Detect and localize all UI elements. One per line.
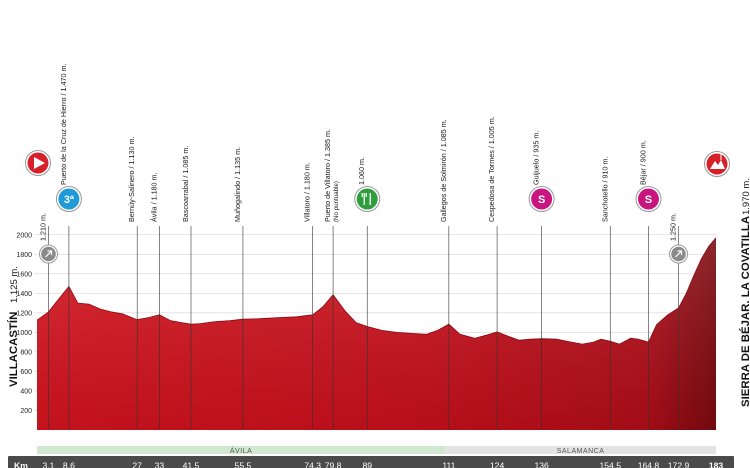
start-town-altitude: 1.125 m. [9, 266, 20, 303]
point-label: Muñogalindo / 1.135 m. [233, 147, 242, 222]
point-marker: Puerto de Villatoro / 1.385 m. (No puntua… [323, 129, 340, 430]
point-marker: 1.060 m. [354, 157, 381, 430]
km-marker-label: 154,5 [599, 461, 621, 468]
km-marker-label: 79,8 [325, 461, 342, 468]
point-marker: Cespedosa de Tormes / 1.005 m. [487, 116, 498, 430]
region-label: ÁVILA [230, 446, 252, 455]
region-band [37, 446, 446, 454]
km-marker-label: 164,8 [638, 461, 660, 468]
km-marker-label: 41,5 [183, 461, 200, 468]
km-marker-label: 74,3 [304, 461, 321, 468]
point-icon-text: 3ª [64, 194, 75, 206]
point-label: Cespedosa de Tormes / 1.005 m. [487, 116, 496, 222]
point-marker: Gallegos de Solmirón / 1.085 m. [439, 119, 450, 430]
point-marker: Muñogalindo / 1.135 m. [233, 147, 244, 430]
y-tick-label: 2000 [16, 232, 32, 239]
y-tick-label: 200 [20, 408, 32, 415]
km-marker-label: 55,5 [235, 461, 252, 468]
y-tick-label: 1400 [16, 291, 32, 298]
point-marker: 1.250 m. [669, 213, 689, 430]
region-label: SALAMANCA [557, 448, 605, 455]
y-tick-label: 1200 [16, 310, 32, 317]
region-bar: ÁVILA SALAMANCA [37, 446, 716, 455]
point-marker: Villatoro / 1.180 m. [303, 162, 313, 430]
start-town-name: VILLACASTÍN [7, 312, 20, 387]
km-marker-label: 124 [490, 461, 505, 468]
point-marker: 1.210 m. [39, 213, 59, 430]
point-label: Béjar / 900 m. [638, 140, 647, 185]
km-marker-label: 136 [534, 461, 549, 468]
region-band [445, 446, 716, 454]
km-bar-label: Km [14, 461, 28, 468]
sprint-s-icon: S [635, 186, 662, 212]
start-town-label: VILLACASTÍN 1.125 m. [7, 266, 20, 387]
point-label: Bernúy-Salinero / 1.130 m. [127, 137, 136, 223]
point-marker: Bascoarrabal / 1.085 m. [181, 146, 192, 430]
km-marker-label: 3,1 [43, 461, 55, 468]
y-tick-label: 1800 [16, 252, 32, 259]
sprint-s-icon: S [528, 186, 555, 212]
point-icon-text: S [645, 194, 652, 206]
y-tick-label: 800 [20, 349, 32, 356]
km-marker-label: 172,9 [668, 461, 690, 468]
point-label: Guijuelo / 935 m. [532, 131, 541, 185]
point-label: Puerto de Villatoro / 1.385 m. [323, 129, 332, 222]
km-bar-background [8, 456, 734, 468]
point-markers: 1.210 m. 3ª Puerto de la Cruz de Hierro / … [39, 64, 689, 430]
km-marker-label: 27 [132, 461, 142, 468]
point-label: Bascoarrabal / 1.085 m. [181, 146, 190, 222]
point-marker: Sanchotello / 910 m. [600, 156, 611, 430]
point-icon-text: S [538, 194, 545, 206]
point-marker: 3ª Puerto de la Cruz de Hierro / 1.470 m. [55, 64, 82, 430]
km-marker-label: 111 [442, 461, 455, 468]
elevation-area-shade [37, 237, 716, 430]
km-marker-label: 183 [709, 461, 724, 468]
finish-town-altitude: 1.970 m. [741, 178, 750, 215]
sprint-icon [39, 244, 59, 264]
y-tick-label: 400 [20, 388, 32, 395]
point-label: Puerto de la Cruz de Hierro / 1.470 m. [59, 64, 68, 185]
finish-icon [704, 151, 730, 177]
y-tick-label: 1000 [16, 330, 32, 337]
point-label: Ávila / 1.180 m. [149, 172, 158, 222]
feed-zone-icon [354, 186, 381, 212]
y-tick-label: 1600 [16, 271, 32, 278]
sprint-icon [669, 244, 689, 264]
point-marker: Bernúy-Salinero / 1.130 m. [127, 137, 138, 430]
point-marker: Ávila / 1.180 m. [149, 172, 160, 430]
finish-town-label: SIERRA DE BÉJAR. LA COVATILLA 1.970 m. [739, 178, 750, 407]
finish-town-name: SIERRA DE BÉJAR. LA COVATILLA [739, 216, 750, 407]
point-marker: S Béjar / 900 m. [635, 140, 662, 430]
elevation-line [36, 237, 717, 345]
km-marker-label: 33 [155, 461, 165, 468]
climb-category-3-icon: 3ª [55, 186, 82, 212]
y-tick-label: 600 [20, 369, 32, 376]
point-label: Villatoro / 1.180 m. [303, 162, 312, 222]
km-marker-label: 89 [362, 461, 372, 468]
point-label: Sanchotello / 910 m. [600, 156, 609, 222]
km-bar: Km 3,1 8,6 27 33 41,5 55,5 74,3 79,8 89 111 124 136 1… [8, 456, 734, 468]
point-label: 1.250 m. [669, 213, 678, 241]
point-marker: S Guijuelo / 935 m. [528, 131, 555, 430]
point-sublabel: (No puntuable) [333, 181, 340, 222]
y-axis-ticks: 200 400 600 800 1000 1200 1400 1600 1800 2000 [16, 232, 32, 415]
point-label: Gallegos de Solmirón / 1.085 m. [439, 119, 448, 222]
point-label: 1.210 m. [39, 213, 48, 241]
km-marker-label: 8,6 [63, 461, 75, 468]
point-label: 1.060 m. [357, 157, 366, 185]
start-icon [25, 150, 51, 176]
